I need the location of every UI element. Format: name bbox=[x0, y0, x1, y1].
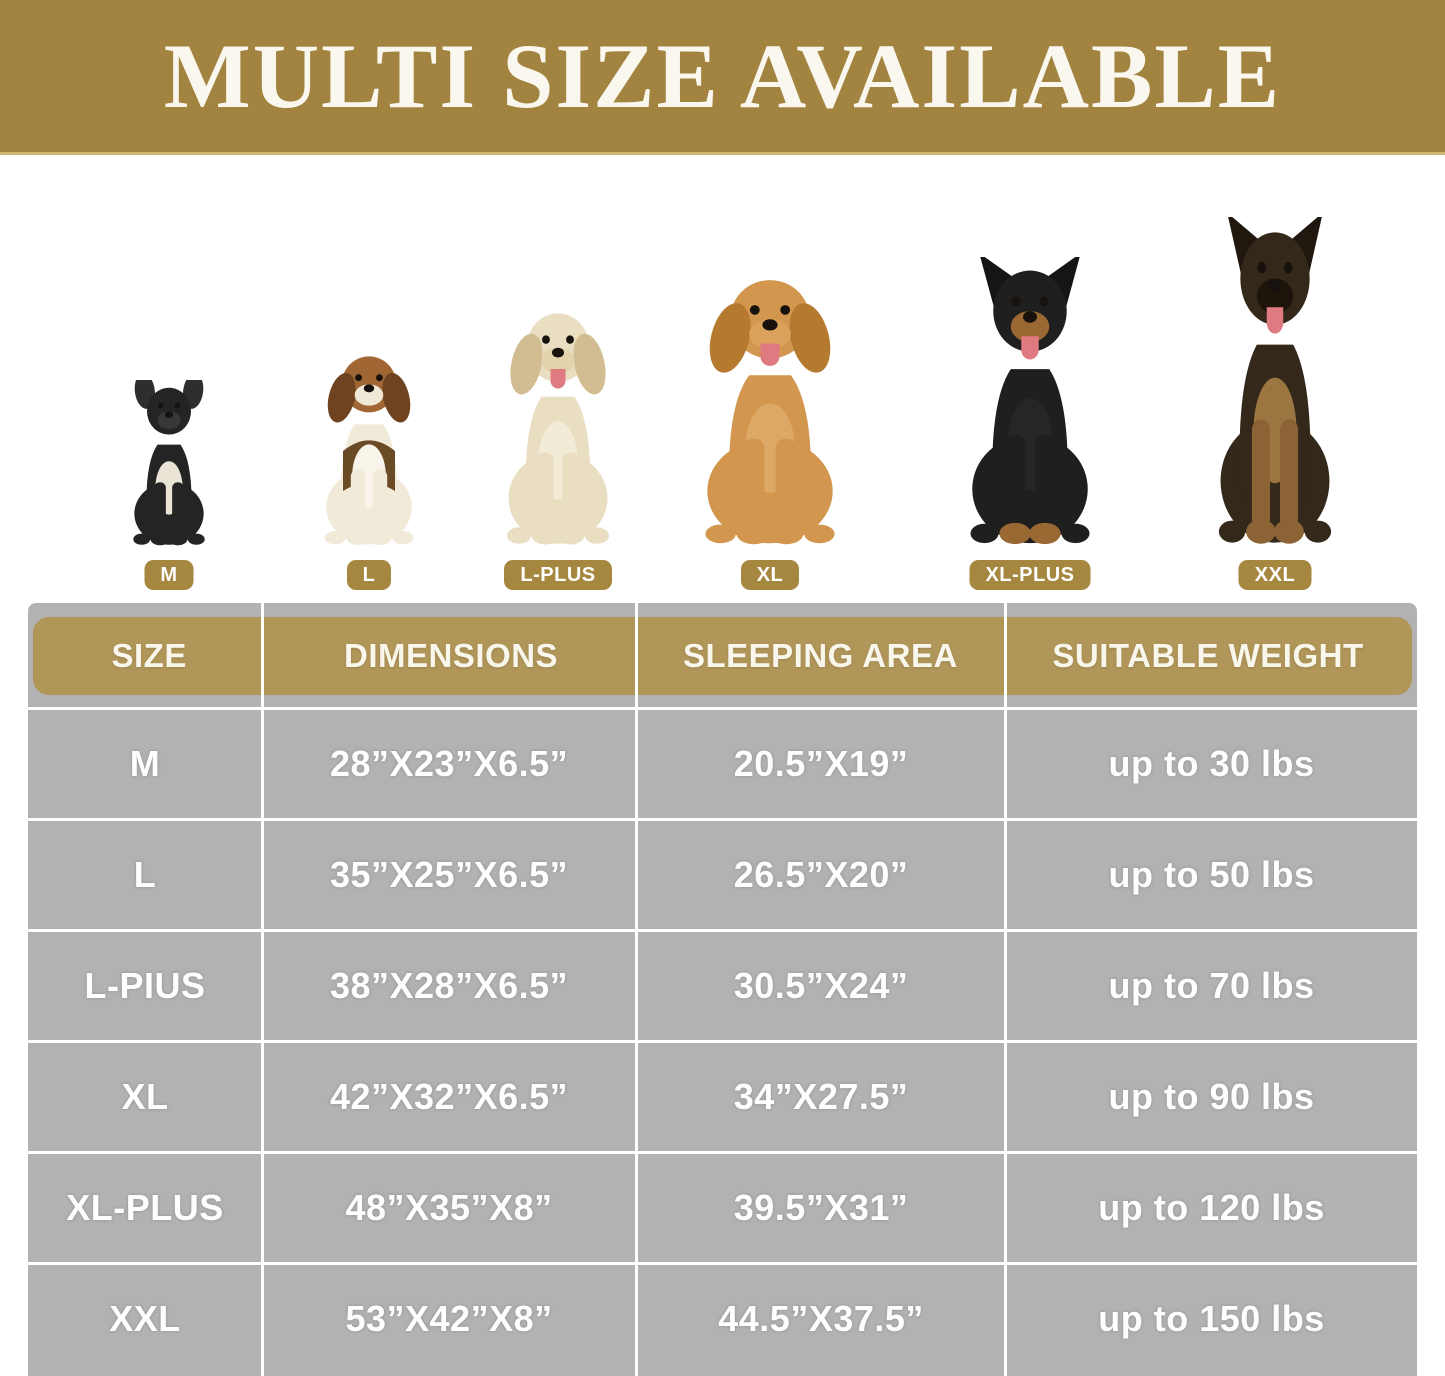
dog-slot-xl: XL bbox=[675, 267, 865, 590]
size-badge-l: L bbox=[346, 560, 392, 590]
table-cell: up to 90 lbs bbox=[1108, 1076, 1315, 1117]
table-cell: 39.5”X31” bbox=[733, 1187, 909, 1228]
table-row: XL 42”X32”X6.5” 34”X27.5” up to 90 lbs bbox=[28, 1040, 1417, 1151]
table-cell: 53”X42”X8” bbox=[345, 1298, 553, 1339]
table-cell: up to 70 lbs bbox=[1108, 965, 1315, 1006]
table-cell: 30.5”X24” bbox=[733, 965, 909, 1006]
dog-image-l-plus bbox=[507, 313, 609, 545]
dogs-row: M L L-PLUS bbox=[0, 155, 1445, 603]
dog-slot-xxl: XXL bbox=[1193, 217, 1358, 590]
table-cell: 42”X32”X6.5” bbox=[329, 1076, 569, 1117]
table-cell: 38”X28”X6.5” bbox=[329, 965, 569, 1006]
table-row: L-PIUS 38”X28”X6.5” 30.5”X24” up to 70 lbs bbox=[28, 929, 1417, 1040]
page-title: MULTI SIZE AVAILABLE bbox=[163, 25, 1282, 127]
table-cell: XL bbox=[121, 1076, 169, 1117]
table-cell: 34”X27.5” bbox=[733, 1076, 909, 1117]
dog-image-xxl bbox=[1218, 217, 1332, 544]
size-badge-xxl: XXL bbox=[1238, 560, 1312, 590]
size-table: SIZE DIMENSIONS SLEEPING AREA SUITABLE W… bbox=[28, 603, 1417, 1376]
table-cell: XXL bbox=[109, 1298, 181, 1339]
table-cell: L bbox=[133, 854, 157, 895]
column-divider bbox=[1004, 603, 1008, 1376]
column-header-suitable-weight: SUITABLE WEIGHT bbox=[1052, 637, 1364, 674]
table-cell: up to 120 lbs bbox=[1098, 1187, 1325, 1228]
column-header-dimensions: DIMENSIONS bbox=[344, 637, 559, 674]
dog-image-m bbox=[133, 380, 205, 546]
table-cell: L-PIUS bbox=[84, 965, 206, 1006]
table-cell: 28”X23”X6.5” bbox=[329, 743, 569, 784]
table-cell: M bbox=[129, 743, 161, 784]
table-row: XL-PLUS 48”X35”X8” 39.5”X31” up to 120 lbs bbox=[28, 1151, 1417, 1262]
table-cell: up to 30 lbs bbox=[1108, 743, 1315, 784]
size-badge-l-plus: L-PLUS bbox=[504, 560, 612, 590]
banner: MULTI SIZE AVAILABLE bbox=[0, 0, 1445, 155]
table-cell: 20.5”X19” bbox=[733, 743, 909, 784]
dog-slot-xl-plus: XL-PLUS bbox=[943, 257, 1118, 590]
table-row: M 28”X23”X6.5” 20.5”X19” up to 30 lbs bbox=[28, 707, 1417, 818]
table-cell: up to 50 lbs bbox=[1108, 854, 1315, 895]
size-badge-xl: XL bbox=[740, 560, 800, 590]
column-divider bbox=[260, 603, 264, 1376]
dog-slot-l-plus: L-PLUS bbox=[483, 302, 633, 590]
dog-slot-m: M bbox=[117, 380, 222, 590]
size-badge-xl-plus: XL-PLUS bbox=[969, 560, 1091, 590]
table-row: L 35”X25”X6.5” 26.5”X20” up to 50 lbs bbox=[28, 818, 1417, 929]
table-cell: 48”X35”X8” bbox=[345, 1187, 553, 1228]
table-cell: 44.5”X37.5” bbox=[718, 1298, 924, 1339]
column-divider bbox=[634, 603, 638, 1376]
dog-slot-l: L bbox=[304, 347, 434, 590]
table-cell: 26.5”X20” bbox=[733, 854, 909, 895]
dog-image-l bbox=[324, 356, 414, 545]
table-cell: 35”X25”X6.5” bbox=[329, 854, 569, 895]
size-badge-m: M bbox=[144, 560, 194, 590]
column-header-sleeping-area: SLEEPING AREA bbox=[682, 637, 958, 674]
table-row: XXL 53”X42”X8” 44.5”X37.5” up to 150 lbs bbox=[28, 1262, 1417, 1373]
table-header: SIZE DIMENSIONS SLEEPING AREA SUITABLE W… bbox=[33, 617, 1412, 695]
table-cell: up to 150 lbs bbox=[1098, 1298, 1325, 1339]
column-header-size: SIZE bbox=[111, 637, 187, 674]
table-rows: M 28”X23”X6.5” 20.5”X19” up to 30 lbs L 35”X2… bbox=[28, 707, 1417, 1373]
dog-image-xl bbox=[705, 280, 835, 545]
dog-image-xl-plus bbox=[970, 257, 1090, 545]
table-cell: XL-PLUS bbox=[66, 1187, 224, 1228]
